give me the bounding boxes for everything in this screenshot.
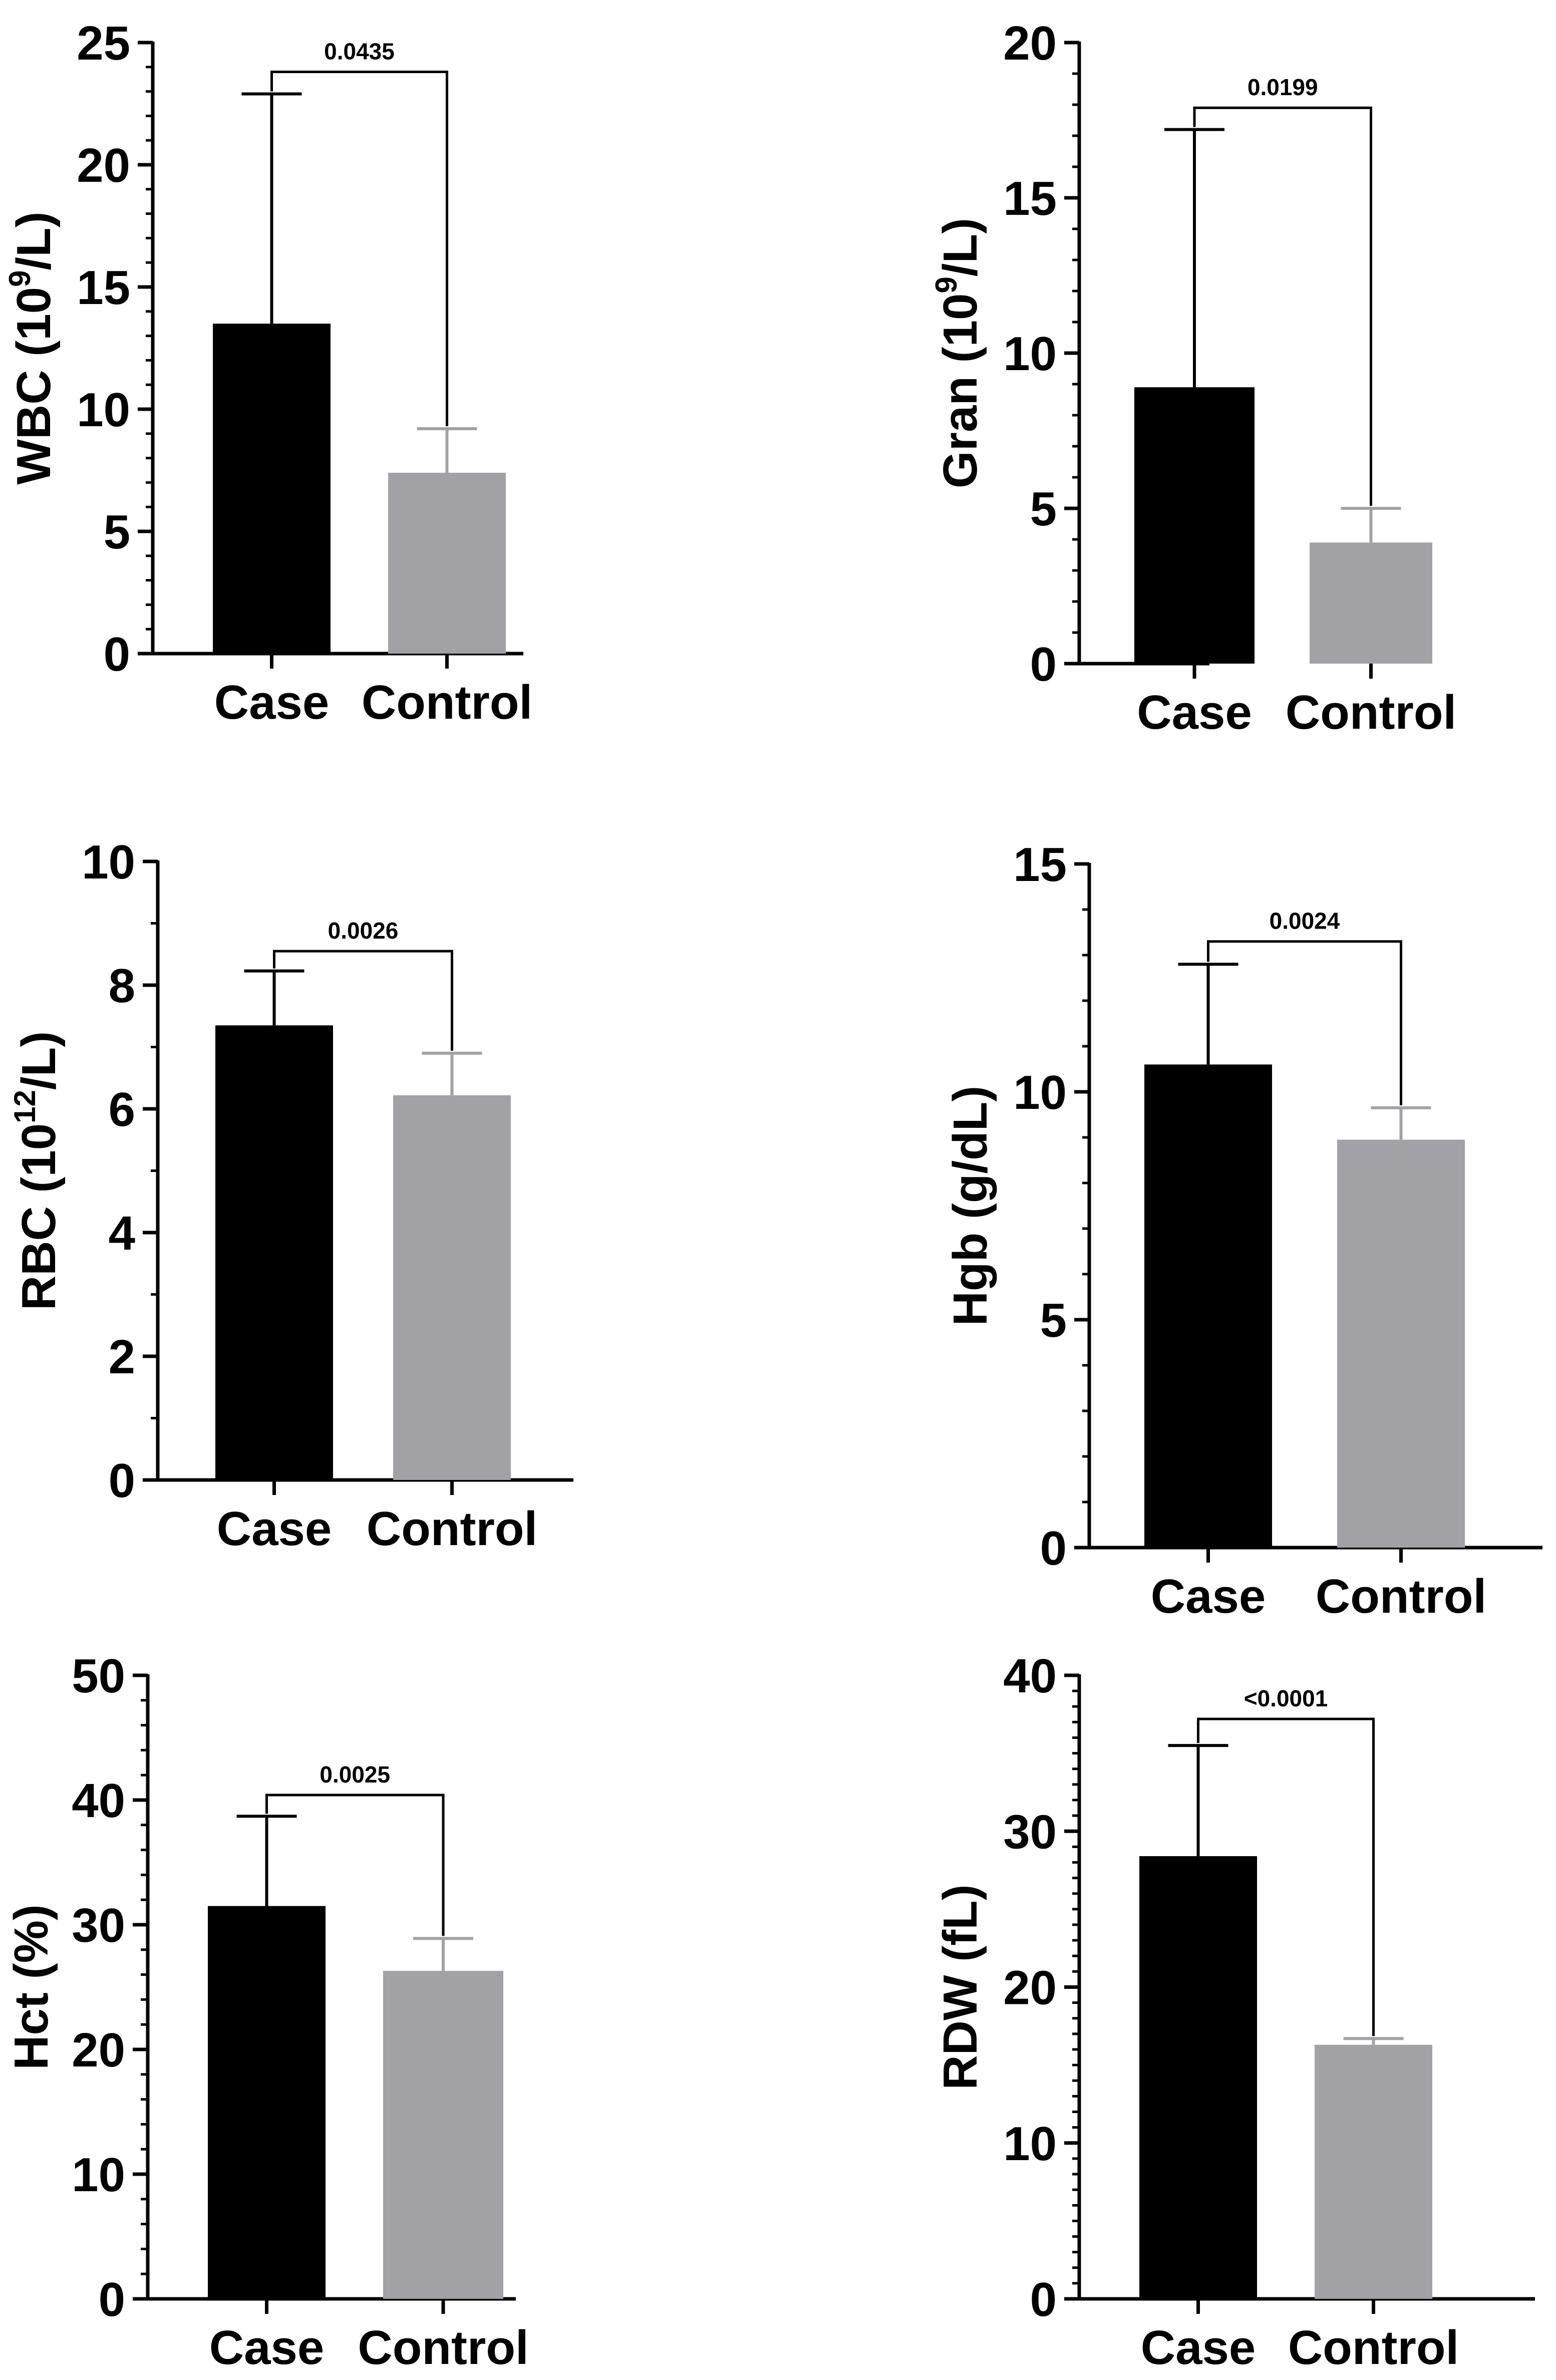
bar-control bbox=[393, 1095, 511, 1480]
y-tick-label: 10 bbox=[77, 383, 130, 437]
significance-bracket bbox=[273, 950, 453, 1051]
y-axis-label-main: WBC (10 bbox=[7, 287, 61, 485]
y-tick-label: 10 bbox=[82, 835, 135, 889]
chart-panel-5: 0 10 20 30 40 50 Hct (%) Case Control 0.0025 bbox=[5, 1649, 529, 2374]
bar-control bbox=[388, 472, 506, 654]
y-tick-label: 10 bbox=[1013, 1066, 1067, 1119]
x-category-label: Case bbox=[1137, 686, 1252, 739]
y-tick-label: 6 bbox=[109, 1083, 135, 1136]
y-tick-label: 5 bbox=[1030, 482, 1057, 536]
y-axis-label: Gran (109/L) bbox=[929, 218, 987, 488]
bar-case bbox=[1139, 1856, 1257, 2299]
y-tick-label: 5 bbox=[104, 505, 130, 559]
x-category-label: Case bbox=[1141, 2321, 1256, 2374]
bar-case bbox=[215, 1025, 333, 1480]
chart-panel-4: 0 5 10 15 Hgb (g/dL) Case Control 0.0024 bbox=[944, 838, 1542, 1623]
y-axis-label: WBC (109/L) bbox=[3, 211, 61, 484]
y-axis-label: RBC (1012/L) bbox=[8, 1031, 66, 1310]
y-tick-label: 25 bbox=[77, 17, 130, 70]
significance-bracket bbox=[265, 1794, 445, 1936]
y-tick-label: 0 bbox=[1030, 2273, 1057, 2326]
y-tick-label: 40 bbox=[1003, 1649, 1057, 1703]
y-axis-label: Hgb (g/dL) bbox=[944, 1086, 997, 1326]
y-tick-label: 2 bbox=[109, 1330, 135, 1384]
y-tick-label: 0 bbox=[109, 1454, 135, 1508]
p-value-label: 0.0026 bbox=[328, 918, 399, 944]
x-category-label: Case bbox=[214, 676, 330, 729]
y-axis-label-sup: 9 bbox=[3, 270, 37, 287]
significance-bracket bbox=[270, 71, 448, 427]
y-tick-label: 20 bbox=[1003, 1961, 1057, 2015]
y-tick-label: 10 bbox=[72, 2148, 125, 2202]
x-category-label: Control bbox=[1316, 1570, 1486, 1623]
chart-panel-6: 0 10 20 30 40 RDW (fL) Case Control <0.0001 bbox=[933, 1649, 1535, 2374]
x-category-label: Case bbox=[217, 1502, 332, 1556]
p-value-label: <0.0001 bbox=[1244, 1685, 1328, 1711]
y-tick-label: 15 bbox=[77, 261, 130, 315]
y-axis-label-main: Hct (%) bbox=[5, 1904, 58, 2070]
x-category-label: Case bbox=[1151, 1570, 1266, 1623]
x-category-label: Control bbox=[358, 2321, 528, 2374]
x-category-label: Control bbox=[367, 1502, 537, 1556]
significance-bracket bbox=[1207, 940, 1402, 1105]
y-tick-label: 15 bbox=[1013, 838, 1067, 891]
y-tick-label: 10 bbox=[1003, 327, 1057, 381]
p-value-label: 0.0199 bbox=[1248, 74, 1318, 100]
y-axis-label: Hct (%) bbox=[5, 1904, 58, 2070]
y-axis-label: RDW (fL) bbox=[933, 1884, 987, 2090]
y-axis-label-tail: /L) bbox=[7, 211, 61, 270]
y-axis-label-main: Hgb (g/dL) bbox=[944, 1086, 997, 1326]
y-tick-label: 20 bbox=[72, 2023, 125, 2077]
y-axis-label-tail: /L) bbox=[933, 218, 987, 276]
y-tick-label: 0 bbox=[1030, 638, 1057, 691]
y-axis-label-main: RBC (10 bbox=[12, 1123, 66, 1310]
p-value-label: 0.0024 bbox=[1270, 908, 1340, 934]
bar-control bbox=[1310, 542, 1432, 664]
p-value-label: 0.0025 bbox=[320, 1761, 390, 1788]
y-axis-label-sup: 12 bbox=[8, 1090, 42, 1123]
y-tick-label: 0 bbox=[1040, 1522, 1067, 1575]
chart-panel-2: 0 5 10 15 20 Gran (109/L) Case Control 0.0199 bbox=[929, 17, 1456, 739]
x-category-label: Control bbox=[362, 676, 532, 729]
chart-panel-3: 0 2 4 6 8 10 RBC (1012/L) Case Control 0.0026 bbox=[8, 835, 573, 1556]
y-tick-label: 8 bbox=[109, 959, 135, 1013]
y-tick-label: 5 bbox=[1040, 1294, 1067, 1347]
bar-case bbox=[1144, 1064, 1272, 1548]
y-tick-label: 0 bbox=[104, 628, 130, 681]
significance-bracket bbox=[1193, 106, 1372, 506]
y-tick-label: 4 bbox=[109, 1207, 135, 1260]
x-category-label: Case bbox=[209, 2321, 325, 2374]
x-category-label: Control bbox=[1288, 2321, 1459, 2374]
y-tick-label: 20 bbox=[77, 139, 130, 192]
y-axis-label-sup: 9 bbox=[929, 276, 963, 293]
y-axis-label-main: RDW (fL) bbox=[933, 1884, 987, 2090]
bar-control bbox=[383, 1971, 503, 2299]
bar-control bbox=[1337, 1139, 1465, 1548]
bar-control bbox=[1315, 2044, 1432, 2299]
bar-case bbox=[1134, 387, 1255, 664]
bar-case bbox=[208, 1906, 326, 2299]
y-tick-label: 10 bbox=[1003, 2117, 1057, 2171]
significance-bracket bbox=[1197, 1717, 1375, 2036]
y-tick-label: 30 bbox=[72, 1899, 125, 1952]
y-tick-label: 20 bbox=[1003, 17, 1057, 70]
y-tick-label: 30 bbox=[1003, 1805, 1057, 1859]
y-tick-label: 40 bbox=[72, 1774, 125, 1828]
p-value-label: 0.0435 bbox=[324, 39, 395, 65]
chart-panel-1: 0 5 10 15 20 25 WBC (109/L) Case Control 0.0435 bbox=[3, 17, 532, 729]
bar-case bbox=[213, 324, 331, 654]
y-axis-label-main: Gran (10 bbox=[933, 293, 987, 488]
x-category-label: Control bbox=[1286, 686, 1456, 739]
y-tick-label: 50 bbox=[72, 1649, 125, 1703]
y-tick-label: 15 bbox=[1003, 172, 1057, 225]
y-axis-label-tail: /L) bbox=[12, 1031, 66, 1090]
y-tick-label: 0 bbox=[99, 2273, 125, 2326]
